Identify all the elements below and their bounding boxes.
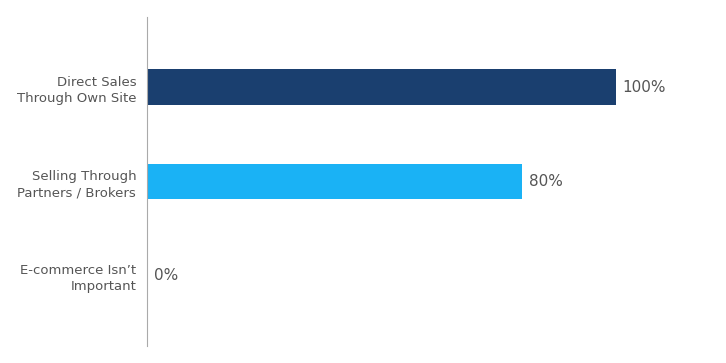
Text: 0%: 0% xyxy=(155,268,179,283)
Bar xyxy=(147,164,522,199)
Text: 80%: 80% xyxy=(529,174,563,189)
Text: 100%: 100% xyxy=(623,80,666,95)
Bar xyxy=(147,69,616,105)
